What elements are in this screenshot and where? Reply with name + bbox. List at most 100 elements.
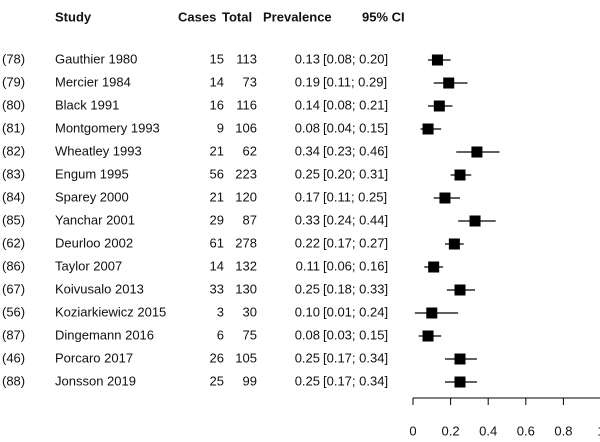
cases: 9 bbox=[217, 120, 224, 135]
estimate bbox=[454, 284, 466, 296]
ci-label: [0.17; 0.34] bbox=[323, 373, 388, 388]
ref: (82) bbox=[2, 143, 25, 158]
prevalence: 0.13 bbox=[295, 51, 320, 66]
x-tick-label: 0.6 bbox=[517, 423, 535, 438]
ref: (56) bbox=[2, 304, 25, 319]
total: 99 bbox=[243, 373, 257, 388]
estimate bbox=[428, 261, 440, 273]
total: 105 bbox=[235, 350, 257, 365]
total: 116 bbox=[236, 97, 257, 112]
total: 73 bbox=[243, 74, 257, 89]
cases: 3 bbox=[217, 304, 224, 319]
cases: 6 bbox=[217, 327, 224, 342]
ci-label: [0.01; 0.24] bbox=[323, 304, 388, 319]
prevalence: 0.08 bbox=[295, 120, 320, 135]
ref: (87) bbox=[2, 327, 25, 342]
ref: (62) bbox=[2, 235, 25, 250]
study: Mercier 1984 bbox=[55, 74, 131, 89]
total: 87 bbox=[243, 212, 257, 227]
prevalence: 0.14 bbox=[295, 97, 320, 112]
cases: 16 bbox=[210, 97, 224, 112]
prevalence: 0.11 bbox=[296, 258, 320, 273]
x-tick-label: 0.8 bbox=[554, 423, 572, 438]
ref: (85) bbox=[2, 212, 25, 227]
study: Wheatley 1993 bbox=[55, 143, 142, 158]
ref: (88) bbox=[2, 373, 25, 388]
total: 130 bbox=[235, 281, 257, 296]
header-study: Study bbox=[55, 9, 92, 24]
estimate bbox=[426, 307, 438, 319]
ci-label: [0.18; 0.33] bbox=[323, 281, 388, 296]
prevalence: 0.19 bbox=[295, 74, 320, 89]
estimate bbox=[454, 376, 466, 388]
prevalence: 0.17 bbox=[295, 189, 320, 204]
estimate bbox=[422, 330, 434, 342]
ci-label: [0.11; 0.29] bbox=[323, 74, 387, 89]
prevalence: 0.25 bbox=[295, 373, 320, 388]
cases: 14 bbox=[210, 74, 224, 89]
ci-label: [0.20; 0.31] bbox=[323, 166, 388, 181]
study: Black 1991 bbox=[55, 97, 119, 112]
estimate bbox=[433, 100, 445, 112]
estimate bbox=[443, 77, 455, 89]
ci-label: [0.03; 0.15] bbox=[323, 327, 388, 342]
header-ci: 95% CI bbox=[362, 9, 405, 24]
estimate bbox=[422, 123, 434, 135]
cases: 25 bbox=[210, 373, 224, 388]
ref: (78) bbox=[2, 51, 25, 66]
ci-label: [0.11; 0.25] bbox=[323, 189, 387, 204]
ci-label: [0.06; 0.16] bbox=[323, 258, 388, 273]
header-total: Total bbox=[222, 9, 252, 24]
ref: (67) bbox=[2, 281, 25, 296]
prevalence: 0.34 bbox=[295, 143, 320, 158]
study: Gauthier 1980 bbox=[55, 51, 137, 66]
study: Sparey 2000 bbox=[55, 189, 129, 204]
study: Montgomery 1993 bbox=[55, 120, 160, 135]
estimate bbox=[469, 215, 481, 227]
total: 62 bbox=[243, 143, 257, 158]
ref: (80) bbox=[2, 97, 25, 112]
ci-label: [0.08; 0.20] bbox=[323, 51, 388, 66]
x-tick-label: 0 bbox=[409, 423, 416, 438]
study: Yanchar 2001 bbox=[55, 212, 135, 227]
total: 106 bbox=[235, 120, 257, 135]
cases: 21 bbox=[210, 143, 224, 158]
estimate bbox=[471, 146, 483, 158]
header-prevalence: Prevalence bbox=[263, 9, 332, 24]
study: Koziarkiewicz 2015 bbox=[55, 304, 166, 319]
ref: (83) bbox=[2, 166, 25, 181]
prevalence: 0.33 bbox=[295, 212, 320, 227]
total: 120 bbox=[235, 189, 257, 204]
study: Dingemann 2016 bbox=[55, 327, 154, 342]
ref: (86) bbox=[2, 258, 25, 273]
cases: 21 bbox=[210, 189, 224, 204]
cases: 14 bbox=[210, 258, 224, 273]
prevalence: 0.08 bbox=[295, 327, 320, 342]
total: 278 bbox=[235, 235, 257, 250]
study: Jonsson 2019 bbox=[55, 373, 136, 388]
cases: 33 bbox=[210, 281, 224, 296]
cases: 26 bbox=[210, 350, 224, 365]
x-tick-label: 0.4 bbox=[479, 423, 497, 438]
cases: 15 bbox=[210, 51, 224, 66]
estimate bbox=[439, 192, 451, 204]
prevalence: 0.25 bbox=[295, 281, 320, 296]
estimate bbox=[431, 54, 443, 66]
header-cases: Cases bbox=[178, 9, 216, 24]
estimate bbox=[448, 238, 460, 250]
study: Porcaro 2017 bbox=[55, 350, 133, 365]
x-tick-label: 0.2 bbox=[442, 423, 460, 438]
prevalence: 0.25 bbox=[295, 350, 320, 365]
total: 75 bbox=[243, 327, 257, 342]
total: 113 bbox=[236, 51, 257, 66]
total: 30 bbox=[243, 304, 257, 319]
ref: (84) bbox=[2, 189, 25, 204]
estimate bbox=[454, 353, 466, 365]
ci-label: [0.24; 0.44] bbox=[323, 212, 388, 227]
cases: 56 bbox=[210, 166, 224, 181]
ci-label: [0.08; 0.21] bbox=[323, 97, 388, 112]
total: 223 bbox=[235, 166, 257, 181]
total: 132 bbox=[235, 258, 257, 273]
ref: (79) bbox=[2, 74, 25, 89]
